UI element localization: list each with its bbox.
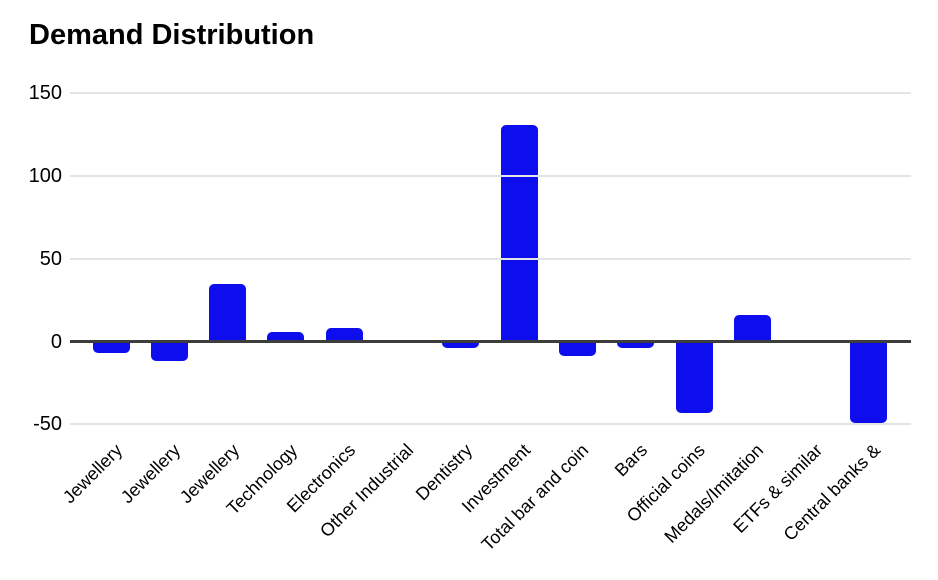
- y-axis-tick-label: 150: [28, 82, 62, 105]
- bar: [442, 341, 480, 349]
- x-axis-category-text: Jewellery: [58, 440, 127, 508]
- bar: [209, 283, 247, 342]
- y-axis-tick-label: -50: [33, 413, 62, 436]
- bar: [500, 124, 538, 342]
- bar: [92, 341, 130, 354]
- bar: [150, 341, 188, 362]
- x-axis-category-text: Bars: [610, 440, 651, 481]
- x-axis-line: [70, 340, 911, 343]
- y-axis-tick-label: 0: [50, 330, 62, 353]
- chart-title: Demand Distribution: [29, 19, 315, 51]
- x-axis-category-text: Jewellery: [117, 440, 185, 508]
- gridline: [70, 423, 911, 426]
- bar: [267, 331, 305, 342]
- gridline: [70, 92, 911, 95]
- bar: [325, 328, 363, 342]
- y-axis-tick-label: 100: [28, 165, 62, 187]
- bar: [675, 341, 713, 413]
- gridline: [70, 257, 911, 260]
- bar: [850, 341, 888, 423]
- bar: [558, 341, 596, 357]
- x-axis-category-text: Total bar and coin: [477, 440, 593, 555]
- bar: [733, 315, 771, 342]
- gridline: [70, 175, 911, 177]
- bar: [617, 341, 655, 349]
- y-axis-tick-label: 50: [39, 247, 62, 270]
